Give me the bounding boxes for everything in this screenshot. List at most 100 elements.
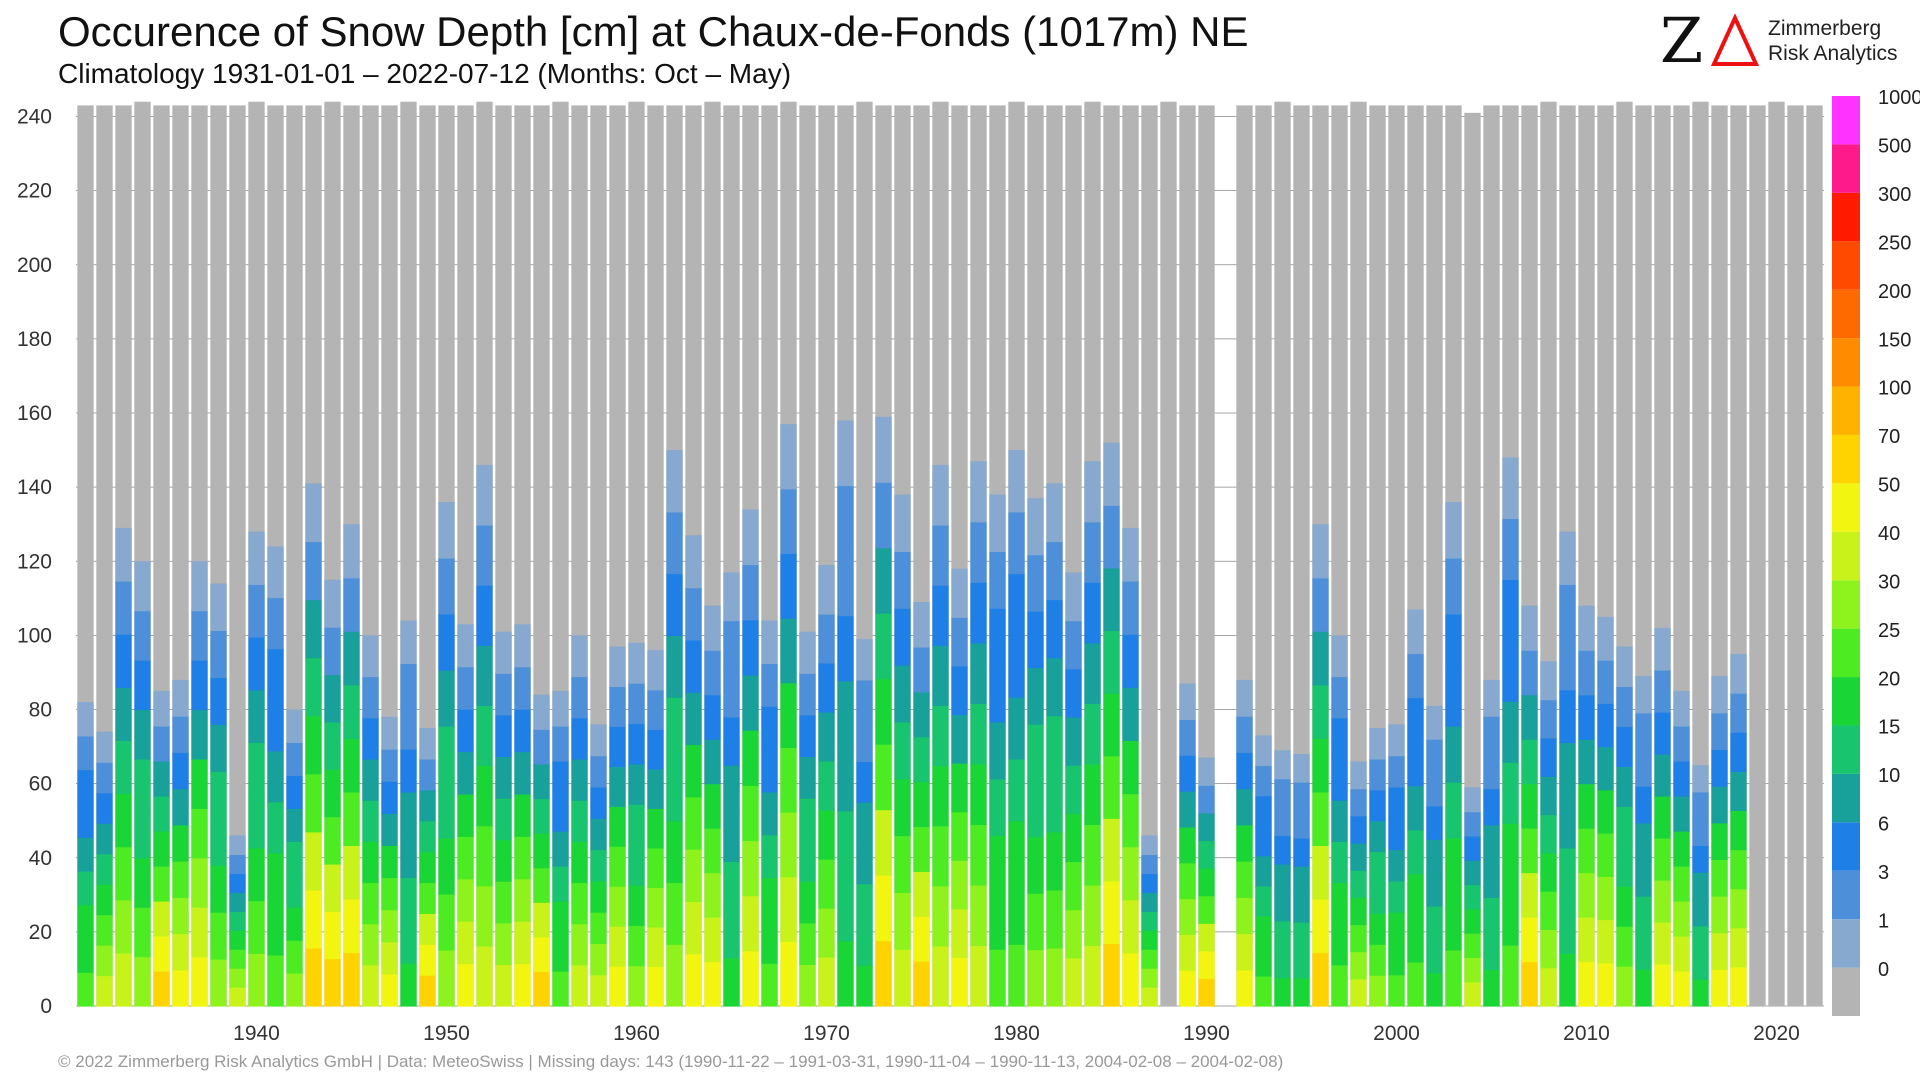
bar-snow-segment xyxy=(115,634,132,688)
bar-snow-segment xyxy=(172,933,189,971)
bar-snow-segment xyxy=(1027,498,1044,556)
bar-snow-segment xyxy=(856,883,873,926)
bar-snow-segment xyxy=(400,963,417,1007)
bar-snow-segment xyxy=(533,798,550,834)
bar-snow-segment xyxy=(1730,732,1747,772)
bar-snow-segment xyxy=(362,841,379,884)
bar-snow-segment xyxy=(704,872,721,918)
bar-snow-segment xyxy=(875,744,892,811)
bar-snow-segment xyxy=(723,620,740,670)
bar-snow-segment xyxy=(1616,926,1633,967)
bar-snow-segment xyxy=(1483,788,1500,826)
bar-snow-segment xyxy=(77,735,94,771)
bar-snow-segment xyxy=(1198,840,1215,869)
bar-snow-segment xyxy=(837,420,854,487)
bar-snow-segment xyxy=(286,940,303,974)
bar-snow-segment xyxy=(837,745,854,812)
bar-snow-segment xyxy=(476,645,493,706)
bar-snow-segment xyxy=(457,666,474,710)
bar-snow-segment xyxy=(913,602,930,648)
bar-snow-segment xyxy=(1483,861,1500,898)
bar-snow-segment xyxy=(1236,716,1253,753)
bar-snow-segment xyxy=(1369,851,1386,884)
bar-snow-segment xyxy=(343,577,360,632)
bar-snow-segment xyxy=(1730,966,1747,1007)
bar-snow-segment xyxy=(1369,789,1386,822)
legend-swatch xyxy=(1832,773,1860,823)
bar-snow-segment xyxy=(381,877,398,911)
bar-snow-segment xyxy=(1179,791,1196,828)
bar-snow-segment xyxy=(514,624,531,668)
bar-snow-segment xyxy=(894,494,911,552)
bar-snow-segment xyxy=(400,749,417,793)
bar-snow-segment xyxy=(1521,694,1538,740)
bar-snow-segment xyxy=(875,613,892,680)
bar-snow-segment xyxy=(1635,676,1652,714)
bar-snow-segment xyxy=(1293,781,1310,811)
bar-snow-segment xyxy=(1464,811,1481,837)
bar-snow-segment xyxy=(1407,741,1424,787)
bar-snow-segment xyxy=(115,740,132,795)
bar-snow-segment xyxy=(780,488,797,555)
bar-snow-segment xyxy=(248,637,265,691)
bar-snow-segment xyxy=(305,599,322,659)
bar-snow-segment xyxy=(894,608,911,666)
legend-label: 1 xyxy=(1878,910,1889,932)
bar-snow-segment xyxy=(1426,739,1443,774)
bar-snow-segment xyxy=(1236,824,1253,862)
bar-snow-segment xyxy=(1046,541,1063,601)
bar-snow-segment xyxy=(476,765,493,827)
bar-snow-segment xyxy=(1559,531,1576,585)
bar-snow-segment xyxy=(628,763,645,805)
bar-snow-segment xyxy=(1331,882,1348,925)
bar-snow-segment xyxy=(1711,786,1728,824)
bar-snow-segment xyxy=(419,820,436,853)
bar-snow-segment xyxy=(1559,742,1576,796)
bar-snow-segment xyxy=(1445,613,1462,671)
bar-snow-segment xyxy=(1312,684,1329,739)
bar-snow-segment xyxy=(1084,461,1101,523)
bar-snow-segment xyxy=(1711,822,1728,861)
bar-snow-segment xyxy=(1331,635,1348,678)
bar-snow-segment xyxy=(248,795,265,849)
bar-snow-segment xyxy=(1350,978,1367,1007)
bar-snow-segment xyxy=(1521,605,1538,651)
bar-snow-segment xyxy=(571,841,588,884)
bar-snow-segment xyxy=(1046,773,1063,833)
bar-snow-segment xyxy=(1673,830,1690,867)
bar-snow-segment xyxy=(1122,687,1139,741)
bar-snow-segment xyxy=(1502,701,1519,763)
bar-snow-segment xyxy=(267,750,284,803)
bar-snow-segment xyxy=(1293,977,1310,1007)
bar-snow-segment xyxy=(704,739,721,785)
bar-snow-segment xyxy=(1540,891,1557,931)
bar-snow-segment xyxy=(932,705,949,767)
bar-snow-segment xyxy=(1046,889,1063,949)
bar-snow-segment xyxy=(647,729,664,770)
bar-snow-segment xyxy=(400,620,417,664)
bar-snow-segment xyxy=(989,665,1006,723)
bar-snow-segment xyxy=(1654,795,1671,839)
bar-snow-segment xyxy=(115,846,132,901)
bar-snow-segment xyxy=(495,881,512,924)
bar-snow-segment xyxy=(1521,783,1538,829)
bar-snow-segment xyxy=(590,943,607,976)
bar-snow-segment xyxy=(1464,835,1481,861)
bar-snow-segment xyxy=(1122,899,1139,954)
bar-snow-segment xyxy=(457,751,474,795)
bar-snow-segment xyxy=(742,785,759,842)
bar-snow-segment xyxy=(1198,978,1215,1007)
legend-label: 50 xyxy=(1878,475,1900,497)
bar-snow-segment xyxy=(381,781,398,814)
bar-snow-segment xyxy=(438,837,455,895)
bar-snow-segment xyxy=(115,687,132,741)
bar-snow-segment xyxy=(1559,689,1576,744)
bar-snow-segment xyxy=(324,769,341,818)
bar-snow-segment xyxy=(913,916,930,962)
bar-no-snow xyxy=(1768,101,1785,1007)
bar-snow-segment xyxy=(419,882,436,914)
bar-snow-segment xyxy=(1730,771,1747,811)
bar-snow-segment xyxy=(210,771,227,819)
bar-snow-segment xyxy=(286,808,303,842)
bar-snow-segment xyxy=(647,887,664,928)
